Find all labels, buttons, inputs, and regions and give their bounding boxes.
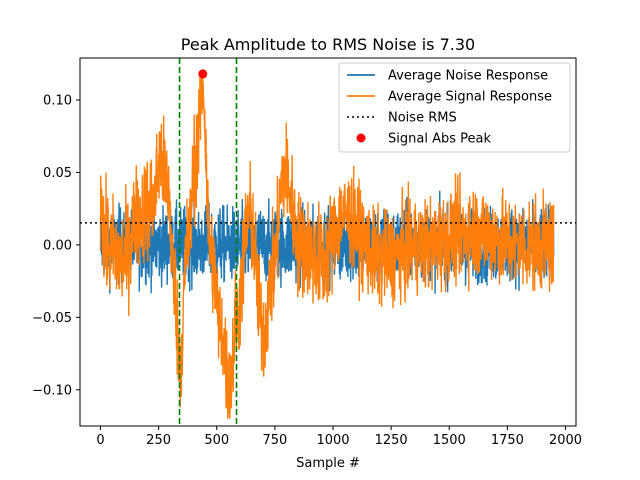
x-tick-label: 1500 <box>433 433 466 448</box>
signal-abs-peak-marker <box>198 69 208 79</box>
legend-entry-label: Noise RMS <box>388 111 457 126</box>
legend-box <box>338 62 571 153</box>
legend-entry-label: Average Noise Response <box>388 69 548 84</box>
x-axis-label: Sample # <box>296 456 360 471</box>
legend: Average Noise Response Average Signal Res… <box>338 62 571 153</box>
y-tick-label: 0.10 <box>43 94 72 109</box>
legend-entry-label: Signal Abs Peak <box>388 132 491 147</box>
y-tick-label: −0.10 <box>32 383 72 398</box>
signal-response-line <box>99 71 555 419</box>
x-axis: 0 250 500 750 1000 1250 1500 1750 2000 <box>96 426 582 448</box>
x-tick-label: 0 <box>96 433 104 448</box>
x-tick-label: 250 <box>146 433 171 448</box>
chart-title: Peak Amplitude to RMS Noise is 7.30 <box>181 35 475 54</box>
x-tick-label: 1000 <box>316 433 349 448</box>
x-tick-label: 750 <box>262 433 287 448</box>
legend-marker-swatch <box>356 133 366 143</box>
y-axis: −0.10 −0.05 0.00 0.05 0.10 <box>32 94 80 398</box>
axes-frame <box>79 57 577 427</box>
legend-entry-label: Average Signal Response <box>388 90 552 105</box>
plot-area <box>80 58 576 426</box>
x-tick-label: 1250 <box>375 433 408 448</box>
x-tick-label: 2000 <box>549 433 582 448</box>
y-tick-label: 0.05 <box>43 166 72 181</box>
x-tick-label: 500 <box>204 433 229 448</box>
y-tick-label: −0.05 <box>32 311 72 326</box>
y-tick-label: 0.00 <box>43 238 72 253</box>
x-tick-label: 1750 <box>491 433 524 448</box>
